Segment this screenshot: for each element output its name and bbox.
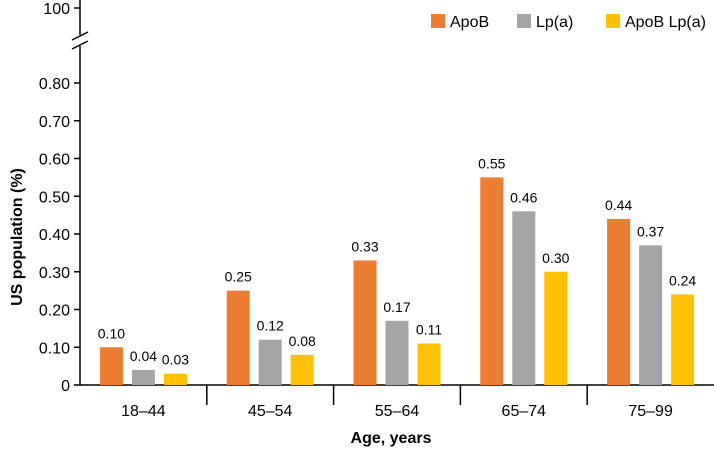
x-tick-label: 55–64 [375, 403, 420, 420]
y-tick-label: 0.20 [39, 303, 70, 320]
x-tick-label: 18–44 [121, 403, 166, 420]
bar-apob [607, 218, 631, 385]
bar-apob-lp-a [163, 373, 187, 385]
x-tick-label: 65–74 [502, 403, 547, 420]
data-label: 0.12 [257, 318, 284, 334]
x-tick-label: 75–99 [628, 403, 673, 420]
data-label: 0.25 [225, 269, 252, 285]
bar-lp-a [131, 369, 155, 385]
axis-break-gap [72, 35, 88, 46]
y-tick-label: 0.60 [39, 152, 70, 169]
legend-label: ApoB Lp(a) [625, 14, 706, 31]
bar-apob-lp-a [417, 343, 441, 385]
data-label: 0.10 [98, 325, 125, 341]
data-label: 0.33 [351, 238, 378, 254]
legend-label: Lp(a) [536, 14, 573, 31]
legend: ApoB Lp(a) ApoB Lp(a) [431, 14, 706, 31]
y-tick-label: 0.70 [39, 114, 70, 131]
bar-apob [99, 347, 123, 385]
bar-apob [353, 260, 377, 385]
axis-break-slash [71, 40, 89, 50]
data-label: 0.30 [542, 250, 569, 266]
y-tick-label: 0.50 [39, 189, 70, 206]
data-label: 0.08 [289, 333, 316, 349]
x-tick-label: 45–54 [248, 403, 293, 420]
axis-break-slash [71, 31, 89, 41]
legend-swatch [517, 14, 531, 28]
data-label: 0.04 [130, 348, 157, 364]
bar-lp-a [385, 320, 409, 385]
bar-apob [226, 290, 250, 385]
data-labels: 0.10 0.04 0.03 0.25 0.12 0.08 0.33 0.17 0.11 0.55… [98, 155, 697, 367]
data-label: 0.17 [383, 299, 410, 315]
data-label: 0.03 [162, 352, 189, 368]
y-tick-label: 0.40 [39, 227, 70, 244]
legend-swatch [606, 14, 620, 28]
bar-apob [480, 177, 504, 385]
legend-swatch [431, 14, 445, 28]
y-tick-label: 0.30 [39, 265, 70, 282]
y-tick-label: 0 [61, 378, 70, 395]
y-tick-label-break: 100 [43, 1, 70, 18]
data-label: 0.11 [416, 321, 442, 337]
y-tick-label: 0.10 [39, 340, 70, 357]
data-label: 0.24 [669, 272, 696, 288]
bar-apob-lp-a [671, 294, 695, 385]
bar-lp-a [639, 245, 663, 385]
data-label: 0.44 [605, 197, 632, 213]
bar-apob-lp-a [544, 271, 568, 385]
bar-apob-lp-a [290, 354, 314, 385]
y-axis-title: US population (%) [9, 168, 26, 306]
bars [99, 177, 695, 385]
legend-label: ApoB [450, 14, 489, 31]
y-tick-label: 0.80 [39, 76, 70, 93]
data-label: 0.37 [637, 223, 664, 239]
data-label: 0.46 [510, 189, 537, 205]
bar-lp-a [258, 339, 282, 385]
bar-lp-a [512, 211, 536, 385]
x-axis-title: Age, years [351, 430, 432, 447]
data-label: 0.55 [478, 155, 505, 171]
